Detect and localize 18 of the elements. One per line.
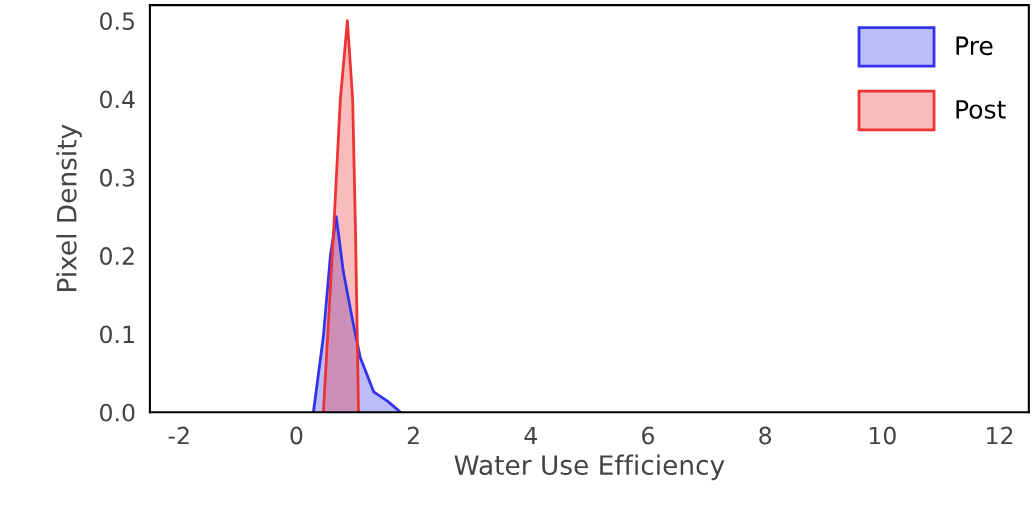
x-tick-label: 4 xyxy=(524,426,537,445)
x-tick-label: 8 xyxy=(759,426,772,445)
y-axis-title: Pixel Density xyxy=(56,124,82,291)
x-tick-label: -2 xyxy=(168,426,189,445)
y-tick-label: 0.5 xyxy=(100,12,134,31)
y-tick-label: 0.4 xyxy=(100,90,135,109)
x-tick-label: 6 xyxy=(642,426,654,445)
y-tick-label: 0.3 xyxy=(100,168,135,187)
y-tick-label: 0.2 xyxy=(100,247,134,265)
x-axis-title: Water Use Efficiency xyxy=(454,454,725,481)
y-tick-label: 0.0 xyxy=(100,403,135,422)
x-tick-label: 0 xyxy=(290,426,303,445)
x-tick-label: 12 xyxy=(987,426,1013,445)
x-tick-label: 10 xyxy=(869,426,896,445)
legend-label: Post xyxy=(956,100,1006,119)
y-tick-label: 0.1 xyxy=(100,325,134,344)
legend-label: Pre xyxy=(956,36,993,56)
x-tick-label: 2 xyxy=(407,426,419,445)
